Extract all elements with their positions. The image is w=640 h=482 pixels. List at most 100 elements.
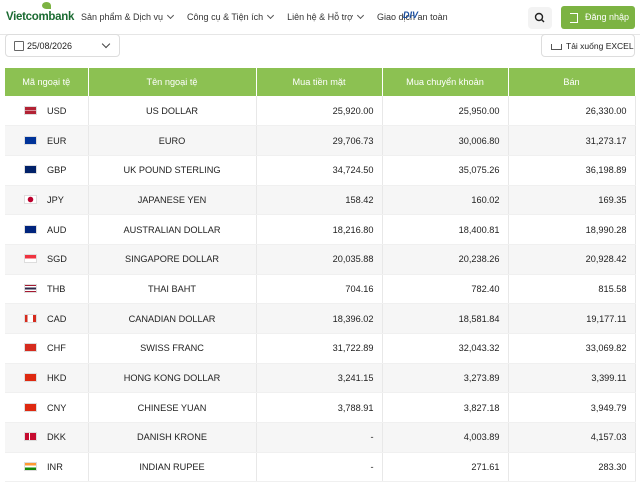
- search-button[interactable]: [528, 7, 552, 29]
- currency-name: EURO: [158, 135, 186, 146]
- download-button[interactable]: Tải xuống EXCEL: [541, 34, 635, 57]
- cell: 32,043.32: [382, 333, 509, 364]
- table-row: SGD SINGAPORE DOLLAR 20,035.88 20,238.26 20,…: [5, 244, 636, 275]
- currency-name: UK POUND STERLING: [123, 165, 221, 176]
- cell: 271.61: [382, 452, 509, 482]
- badge[interactable]: DIV: [403, 10, 419, 20]
- rate: 4,157.03: [590, 432, 627, 443]
- currency-code: EUR: [47, 135, 67, 146]
- nav-item[interactable]: Công cụ & Tiện ích: [187, 12, 273, 22]
- cell: 30,006.80: [382, 125, 509, 156]
- cell: 4,003.89: [382, 422, 509, 453]
- cell: EUR: [5, 125, 89, 156]
- rate: 20,035.88: [332, 254, 374, 265]
- rate: 160.02: [471, 194, 500, 205]
- cell: DANISH KRONE: [88, 422, 257, 453]
- cell: 29,706.73: [256, 125, 383, 156]
- nav-item[interactable]: Liên hệ & Hỗ trợ: [287, 12, 363, 22]
- flag: [24, 135, 37, 145]
- currency-name: THAI BAHT: [148, 283, 196, 294]
- column-header: Tên ngoại tệ: [88, 68, 257, 96]
- logo[interactable]: Vietcombank: [6, 2, 75, 23]
- flag: [24, 432, 37, 442]
- table-row: INR INDIAN RUPEE - 271.61 283.30: [5, 452, 636, 482]
- currency-code: JPY: [47, 194, 64, 205]
- cell: CNY: [5, 392, 89, 424]
- cell: 3,273.89: [382, 363, 509, 394]
- rate: 3,273.89: [463, 373, 500, 384]
- cell: JPY: [5, 185, 89, 216]
- column-header: Mua tiền mặt: [256, 68, 383, 96]
- flag: [24, 373, 37, 383]
- rate: 18,990.28: [585, 224, 627, 235]
- cell: 3,399.11: [508, 363, 636, 394]
- nav-item[interactable]: Giao dịch an toàn: [377, 12, 448, 22]
- cell: SGD: [5, 244, 89, 275]
- currency-code: CHF: [47, 343, 66, 354]
- rate: 25,920.00: [332, 105, 374, 116]
- top-bar: Vietcombank Sản phẩm & Dịch vụ Công cụ &…: [0, 0, 640, 35]
- cell: 18,581.84: [382, 303, 509, 334]
- cell: 20,035.88: [256, 244, 383, 275]
- cell: US DOLLAR: [88, 96, 257, 127]
- cell: AUSTRALIAN DOLLAR: [88, 214, 257, 245]
- cell: 160.02: [382, 185, 509, 216]
- column-header: Mua chuyển khoản: [382, 68, 509, 96]
- date-picker[interactable]: 25/08/2026: [5, 34, 120, 57]
- rate: 19,177.11: [586, 313, 627, 324]
- rate: 283.30: [598, 462, 627, 473]
- rate: 169.35: [598, 194, 627, 205]
- nav-item[interactable]: Sản phẩm & Dịch vụ: [81, 12, 173, 22]
- currency-code: DKK: [47, 432, 66, 443]
- cell: JAPANESE YEN: [88, 185, 257, 216]
- cell: SINGAPORE DOLLAR: [88, 244, 257, 275]
- rate: 31,273.17: [585, 135, 627, 146]
- flag: [24, 254, 37, 264]
- rate: 35,075.26: [458, 165, 500, 176]
- cell: AUD: [5, 214, 89, 245]
- cell: EURO: [88, 125, 257, 156]
- rate: 3,399.11: [591, 373, 627, 384]
- cell: 3,949.79: [508, 392, 636, 424]
- rate: 18,400.81: [458, 224, 500, 235]
- rate: 32,043.32: [458, 343, 500, 354]
- table-row: EUR EURO 29,706.73 30,006.80 31,273.17: [5, 125, 636, 156]
- cell: 31,722.89: [256, 333, 383, 364]
- search-icon: [534, 12, 545, 23]
- header-row: Mã ngoại tệ Tên ngoại tệ Mua tiền mặt Mua c…: [5, 68, 636, 96]
- table-row: CAD CANADIAN DOLLAR 18,396.02 18,581.84 19,1…: [5, 303, 636, 334]
- cell: THAI BAHT: [88, 274, 257, 305]
- flag: [24, 313, 37, 323]
- cell: 20,928.42: [508, 244, 636, 275]
- cell: GBP: [5, 155, 89, 186]
- flag: [24, 194, 37, 204]
- currency-code: USD: [47, 105, 67, 116]
- cell: 20,238.26: [382, 244, 509, 275]
- cell: 19,177.11: [508, 303, 636, 334]
- cell: SWISS FRANC: [88, 333, 257, 364]
- cell: 782.40: [382, 274, 509, 305]
- table-row: HKD HONG KONG DOLLAR 3,241.15 3,273.89 3,399…: [5, 363, 636, 394]
- currency-name: JAPANESE YEN: [137, 194, 207, 205]
- flag: [24, 165, 37, 175]
- currency-code: SGD: [47, 254, 67, 265]
- cell: 33,069.82: [508, 333, 636, 364]
- currency-name: SWISS FRANC: [140, 343, 204, 354]
- currency-name: DANISH KRONE: [137, 432, 207, 443]
- currency-code: HKD: [47, 373, 67, 384]
- flag: [24, 224, 37, 234]
- flag: [24, 105, 37, 115]
- currency-name: INDIAN RUPEE: [139, 462, 205, 473]
- currency-code: CAD: [47, 313, 67, 324]
- rate: 3,241.15: [337, 373, 374, 384]
- login-button[interactable]: Đăng nhập: [561, 6, 635, 29]
- rate: 3,827.18: [463, 402, 500, 413]
- rate: 815.58: [598, 283, 627, 294]
- rate: 20,928.42: [585, 254, 627, 265]
- cell: 18,400.81: [382, 214, 509, 245]
- rate: -: [370, 432, 374, 443]
- cell: 18,216.80: [256, 214, 383, 245]
- rate: 271.61: [471, 462, 500, 473]
- table-body: USD US DOLLAR 25,920.00 25,950.00 26,330.00 E…: [5, 96, 636, 482]
- cell: 31,273.17: [508, 125, 636, 156]
